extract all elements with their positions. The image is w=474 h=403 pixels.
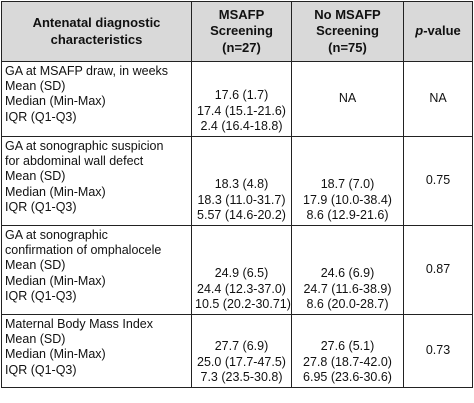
statistic-label: IQR (Q1-Q3)	[5, 199, 77, 214]
msafp-value: 17.4 (15.1-21.6)	[197, 103, 286, 118]
msafp-value: 24.4 (12.3-37.0)	[197, 281, 286, 296]
statistic-label: IQR (Q1-Q3)	[5, 288, 77, 303]
section-title-line: GA at MSAFP draw, in weeks	[5, 64, 169, 78]
no-msafp-value: 18.7 (7.0)	[320, 177, 375, 192]
statistic-label: Median (Min-Max)	[5, 184, 106, 199]
msafp-value: 10.5 (20.2-30.71)	[195, 296, 291, 311]
characteristic-label-cell: Maternal Body Mass Index Mean (SD) Median …	[1, 314, 192, 388]
section-title-line: for abdominal wall defect	[5, 154, 144, 169]
header-p-value: p-value	[403, 1, 473, 62]
no-msafp-value: 17.9 (10.0-38.4)	[303, 192, 392, 207]
msafp-value: 18.3 (4.8)	[214, 177, 269, 192]
p-value-cell: NA	[403, 61, 473, 137]
header-p-italic: p	[415, 23, 424, 39]
msafp-value: 25.0 (17.7-47.5)	[197, 354, 286, 369]
msafp-values-cell: 24.9 (6.5) 24.4 (12.3-37.0) 10.5 (20.2-30.…	[191, 225, 292, 315]
no-msafp-values-cell: 18.7 (7.0) 17.9 (10.0-38.4) 8.6 (12.9-21.6…	[291, 136, 404, 226]
no-msafp-values-cell: NA	[291, 61, 404, 137]
statistic-label: Mean (SD)	[5, 332, 66, 347]
characteristic-label-cell: GA at sonographic suspicion for abdominal…	[1, 136, 192, 226]
header-no-msafp-line2: Screening	[316, 23, 379, 39]
statistic-label: Median (Min-Max)	[5, 94, 106, 109]
section-title-line: confirmation of omphalocele	[5, 243, 162, 258]
antenatal-characteristics-table: Antenatal diagnostic characteristics MSA…	[1, 1, 473, 388]
header-no-msafp-line3: (n=75)	[328, 39, 367, 55]
characteristic-label-cell: GA at MSAFP draw, in weeks Mean (SD) Media…	[1, 61, 192, 137]
statistic-label: IQR (Q1-Q3)	[5, 362, 77, 377]
no-msafp-value: 27.8 (18.7-42.0)	[303, 354, 392, 369]
header-msafp-line1: MSAFP	[218, 6, 265, 22]
header-no-msafp-line1: No MSAFP	[314, 6, 381, 22]
no-msafp-value: 8.6 (20.0-28.7)	[306, 296, 389, 311]
statistic-label: Mean (SD)	[5, 79, 66, 94]
statistic-label: Mean (SD)	[5, 169, 66, 184]
msafp-values-cell: 27.7 (6.9) 25.0 (17.7-47.5) 7.3 (23.5-30.8…	[191, 314, 292, 388]
header-p-rest: -value	[423, 23, 461, 39]
msafp-values-cell: 18.3 (4.8) 18.3 (11.0-31.7) 5.57 (14.6-20.…	[191, 136, 292, 226]
msafp-value: 18.3 (11.0-31.7)	[197, 192, 286, 207]
section-row: Maternal Body Mass Index Mean (SD) Median …	[1, 314, 473, 388]
no-msafp-values-cell: 24.6 (6.9) 24.7 (11.6-38.9) 8.6 (20.0-28.7…	[291, 225, 404, 315]
no-msafp-value: 6.95 (23.6-30.6)	[303, 369, 392, 384]
statistic-label: Median (Min-Max)	[5, 347, 106, 362]
section-title-line: GA at sonographic	[5, 228, 108, 242]
header-msafp-line2: Screening	[210, 23, 273, 39]
section-title-line: Maternal Body Mass Index	[5, 317, 153, 331]
no-msafp-values-cell: 27.6 (5.1) 27.8 (18.7-42.0) 6.95 (23.6-30.…	[291, 314, 404, 388]
table-body: GA at MSAFP draw, in weeks Mean (SD) Media…	[1, 61, 473, 388]
characteristic-label-cell: GA at sonographic confirmation of omphalo…	[1, 225, 192, 315]
p-value-cell: 0.75	[403, 136, 473, 226]
section-row: GA at sonographic confirmation of omphalo…	[1, 225, 473, 315]
no-msafp-value: 24.6 (6.9)	[320, 266, 375, 281]
p-value-cell: 0.87	[403, 225, 473, 315]
no-msafp-value: NA	[338, 91, 357, 106]
msafp-value: 2.4 (16.4-18.8)	[200, 118, 283, 133]
no-msafp-value: 24.7 (11.6-38.9)	[303, 281, 392, 296]
section-row: GA at sonographic suspicion for abdominal…	[1, 136, 473, 226]
header-msafp-screening: MSAFP Screening (n=27)	[191, 1, 292, 62]
header-msafp-line3: (n=27)	[222, 39, 261, 55]
statistic-label: Mean (SD)	[5, 258, 66, 273]
statistic-label: Median (Min-Max)	[5, 273, 106, 288]
section-row: GA at MSAFP draw, in weeks Mean (SD) Media…	[1, 61, 473, 137]
section-title-line: GA at sonographic suspicion	[5, 139, 164, 153]
no-msafp-value: 27.6 (5.1)	[320, 339, 375, 354]
header-row: Antenatal diagnostic characteristics MSA…	[1, 1, 473, 62]
statistic-label: IQR (Q1-Q3)	[5, 109, 77, 124]
p-value-cell: 0.73	[403, 314, 473, 388]
msafp-values-cell: 17.6 (1.7) 17.4 (15.1-21.6) 2.4 (16.4-18.8…	[191, 61, 292, 137]
header-no-msafp-screening: No MSAFP Screening (n=75)	[291, 1, 404, 62]
msafp-value: 27.7 (6.9)	[214, 339, 269, 354]
msafp-value: 24.9 (6.5)	[214, 266, 269, 281]
msafp-value: 7.3 (23.5-30.8)	[200, 369, 283, 384]
msafp-value: 17.6 (1.7)	[214, 88, 269, 103]
no-msafp-value: 8.6 (12.9-21.6)	[306, 207, 389, 222]
msafp-value: 5.57 (14.6-20.2)	[197, 207, 286, 222]
header-characteristics: Antenatal diagnostic characteristics	[1, 1, 192, 62]
